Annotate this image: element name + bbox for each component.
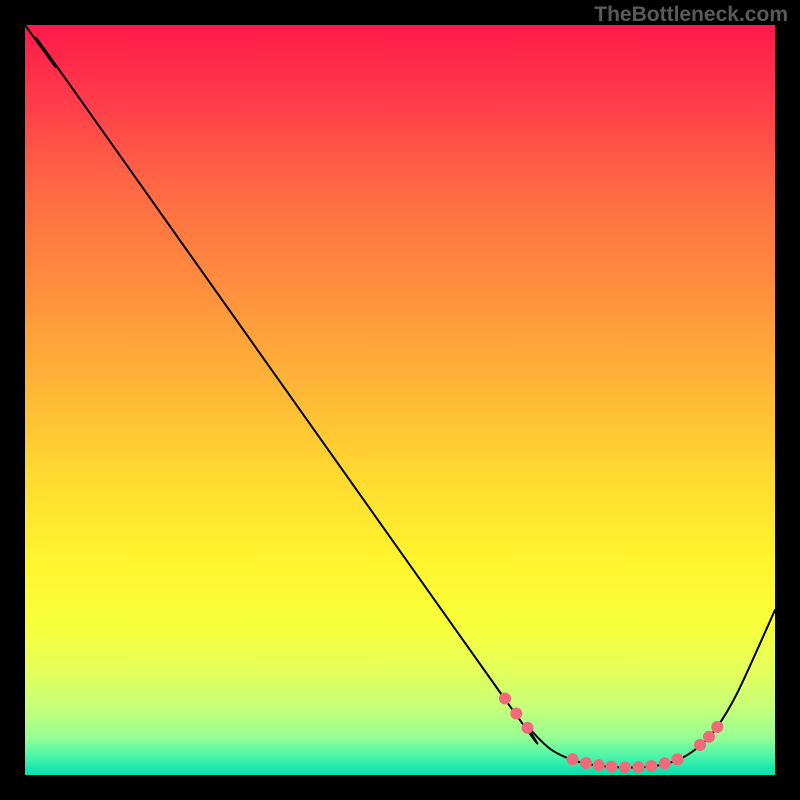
watermark-label: TheBottleneck.com [594, 3, 788, 27]
chart-plot-area [25, 25, 775, 775]
chart-marker [567, 753, 579, 765]
chart-marker [672, 753, 684, 765]
chart-marker [645, 760, 657, 772]
chart-line [25, 25, 775, 768]
chart-marker [633, 761, 645, 773]
chart-overlay [25, 25, 775, 775]
chart-marker [593, 759, 605, 771]
chart-marker [659, 757, 671, 769]
chart-marker [619, 762, 631, 774]
chart-marker [499, 693, 511, 705]
chart-marker [694, 739, 706, 751]
chart-marker [510, 708, 522, 720]
chart-marker [522, 722, 534, 734]
chart-marker [580, 757, 592, 769]
chart-marker [606, 761, 618, 773]
chart-marker [703, 731, 715, 743]
chart-marker [711, 721, 723, 733]
